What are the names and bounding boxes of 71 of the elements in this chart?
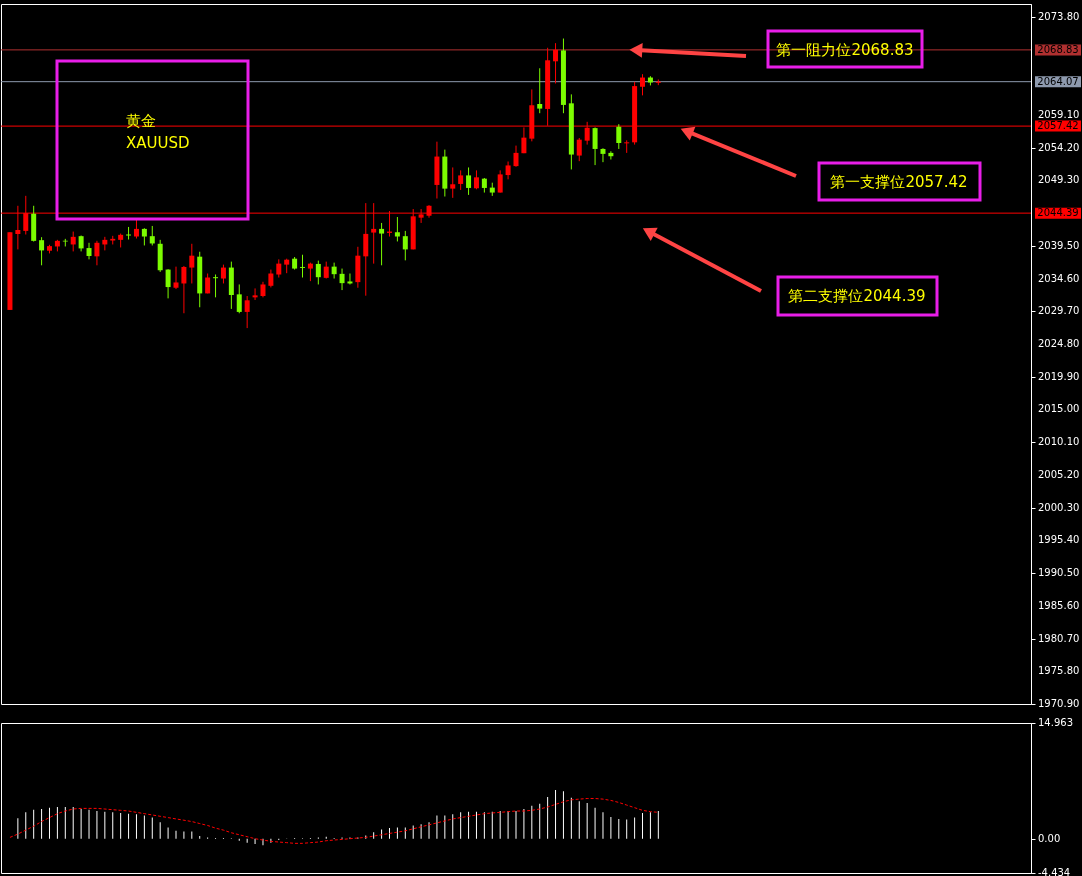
candlestick [133, 219, 139, 240]
y-tick-label: 1995.40 [1038, 534, 1080, 546]
candlestick [244, 295, 250, 329]
y-tick-label: 2000.30 [1038, 501, 1080, 513]
candlestick [624, 139, 630, 154]
line-series [9, 798, 659, 844]
y-tick-label: 2034.60 [1038, 272, 1080, 284]
y-tick-label: 1980.70 [1038, 632, 1080, 644]
y-tick-label: 2029.70 [1038, 305, 1080, 317]
candlestick [600, 147, 606, 163]
y-tick-label: 1990.50 [1038, 567, 1080, 579]
candlestick [149, 225, 155, 246]
ref-line-label: 2068.83 [1037, 43, 1079, 55]
annotation: 第一阻力位2068.83 [776, 41, 914, 59]
candlestick [497, 169, 503, 194]
candlestick [450, 166, 456, 199]
candlestick [331, 262, 337, 280]
y-tick-label: 1975.80 [1038, 665, 1080, 677]
candlestick [592, 126, 598, 166]
candlestick [173, 266, 179, 290]
y-tick-label: 2005.20 [1038, 468, 1080, 480]
y-tick-label: 2010.10 [1038, 436, 1080, 448]
y-tick-label: 2073.80 [1038, 10, 1080, 22]
candlestick [276, 258, 282, 279]
candlestick [347, 273, 353, 285]
y-tick-label: 1985.60 [1038, 599, 1080, 611]
candlestick [189, 243, 195, 284]
y-tick-label: 2049.30 [1038, 174, 1080, 186]
candlestick [616, 123, 622, 150]
candlestick [576, 137, 582, 162]
candlestick [339, 268, 345, 291]
candlestick [220, 264, 226, 284]
y-tick-label: 1970.90 [1038, 698, 1080, 709]
y-tick-label: 2054.20 [1038, 141, 1080, 153]
candlestick [640, 73, 646, 96]
candlestick [165, 268, 171, 299]
candlestick [236, 283, 242, 314]
candlestick [513, 145, 519, 168]
annotation: 黄金 XAUUSD [126, 112, 190, 152]
y-tick-label: 2024.80 [1038, 337, 1080, 349]
candlestick [300, 254, 306, 279]
candlestick [473, 169, 479, 190]
candlestick [458, 169, 464, 191]
ref-line-label: 2057.42 [1037, 120, 1079, 132]
y-tick-label: 2019.90 [1038, 370, 1080, 382]
candlestick [553, 42, 559, 84]
candlestick [126, 226, 132, 241]
candlestick [307, 262, 313, 282]
candlestick [86, 242, 92, 260]
candlestick [181, 265, 187, 314]
y-tick-label: 2039.50 [1038, 239, 1080, 251]
candlestick [537, 67, 543, 114]
candlestick [379, 222, 385, 266]
annotation: 第一支撑位2057.42 [830, 173, 968, 191]
candlestick [94, 240, 100, 266]
y-tick-label: 2059.10 [1038, 108, 1080, 120]
candlestick [252, 287, 258, 301]
candlestick [39, 236, 45, 266]
candlestick [402, 230, 408, 261]
candlestick [315, 260, 321, 285]
annotation: 第二支撑位2044.39 [788, 287, 926, 305]
candlestick [394, 216, 400, 242]
candlestick [466, 166, 472, 196]
candlestick [213, 274, 219, 298]
ref-line-label: 2044.39 [1037, 207, 1079, 219]
candlestick [70, 231, 76, 252]
y-tick-label: 14.963 [1038, 717, 1073, 728]
y-tick-label: 2015.00 [1038, 403, 1080, 415]
y-tick-label: 0.00 [1038, 832, 1061, 844]
ref-line-label: 2064.07 [1037, 75, 1079, 87]
y-tick-label: -4.434 [1038, 867, 1071, 876]
